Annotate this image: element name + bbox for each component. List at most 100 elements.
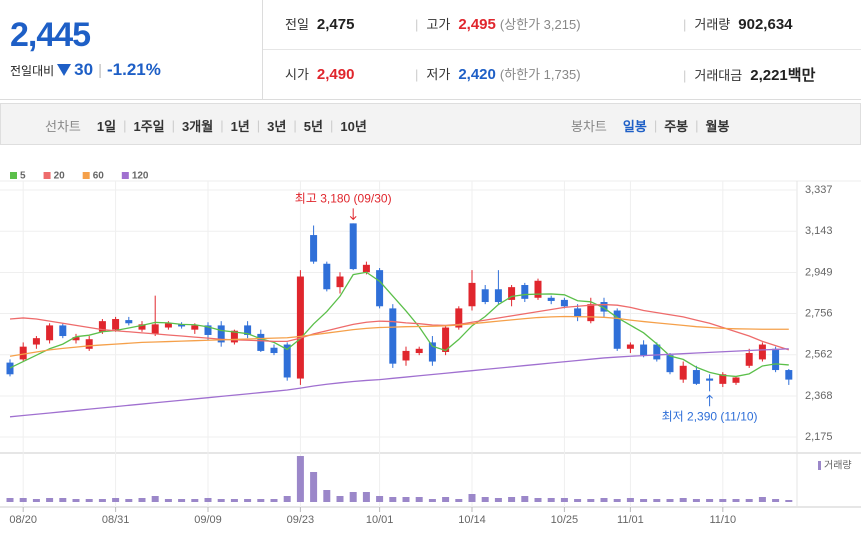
separator: | [256, 118, 261, 133]
volume-bar [679, 498, 687, 502]
candle-body [455, 308, 463, 328]
volume-bar [336, 496, 344, 502]
legend-swatch [43, 172, 51, 179]
change-label: 전일대비 [10, 63, 55, 78]
high-arrow [349, 208, 357, 221]
moving-average [9, 348, 789, 418]
separator: | [683, 17, 687, 32]
candle-body [745, 353, 753, 366]
tab[interactable]: 월봉 [705, 119, 730, 134]
stat: 전일 2,475 [285, 14, 354, 33]
volume-bar [692, 499, 700, 502]
tab[interactable]: 1년 [230, 119, 250, 134]
candle-body [191, 325, 199, 330]
stats-row: 시가 2,490 | 저가 2,420 (하한가 1,735) | 거래대금 2,221백만 [263, 50, 861, 99]
volume-bar [745, 499, 753, 502]
tab[interactable]: 일봉 [622, 119, 647, 134]
volume-bar [521, 496, 529, 502]
volume-bar [296, 456, 304, 502]
stat-label: 시가 [285, 67, 309, 82]
candle-body [389, 308, 397, 364]
volume-bar [138, 498, 146, 502]
volume-bar [217, 499, 225, 502]
tab[interactable]: 3개월 [182, 119, 214, 134]
legend-label: 120 [132, 171, 149, 182]
legend-label: 20 [54, 171, 66, 182]
volume-bar [191, 499, 199, 502]
volume-bar [178, 499, 186, 502]
candle-body [534, 280, 542, 298]
volume-bar [415, 497, 423, 502]
y-tick-label: 2,562 [805, 349, 833, 361]
candle-body [376, 270, 384, 307]
tab-group-label: 봉차트 [571, 119, 607, 134]
change-pct: -1.21% [107, 60, 161, 79]
volume-bar [534, 498, 542, 502]
candle-body [640, 344, 648, 356]
candle-body [59, 325, 67, 337]
candle-body [178, 324, 186, 327]
volume-bar [574, 499, 582, 502]
candle-body [468, 282, 476, 307]
volume-bar [376, 496, 384, 502]
x-tick-label: 10/25 [551, 514, 579, 526]
volume-bar [72, 499, 80, 502]
volume-bar [362, 492, 370, 502]
volume-bar [85, 499, 93, 502]
separator: | [683, 68, 687, 83]
volume-bar [389, 497, 397, 502]
tab-group-label: 선차트 [45, 119, 81, 134]
legend-label: 5 [20, 171, 26, 182]
tab[interactable]: 3년 [267, 119, 287, 134]
tab[interactable]: 1일 [96, 119, 117, 134]
stat: | 거래량 902,634 [683, 14, 793, 33]
separator: | [415, 67, 419, 82]
volume-bar [758, 497, 766, 502]
tab[interactable]: 1주일 [133, 119, 165, 134]
candle-body [362, 264, 370, 273]
low-annotation: 최저 2,390 (11/10) [662, 409, 758, 423]
candle-body [758, 344, 766, 360]
stat: 시가 2,490 [285, 64, 354, 83]
candle-body [481, 289, 489, 303]
legend-label: 60 [93, 171, 105, 182]
candle-body [587, 304, 595, 322]
candle-body [6, 362, 14, 375]
volume-bar [428, 499, 436, 502]
volume-bar [32, 499, 40, 502]
tab[interactable]: 5년 [303, 119, 323, 134]
separator: | [123, 118, 127, 133]
stat-label: 전일 [285, 17, 309, 32]
volume-bar [46, 498, 54, 502]
volume-bar [112, 498, 120, 502]
volume-bar [455, 499, 463, 502]
volume-bar [666, 499, 674, 502]
volume-bar [481, 497, 489, 502]
volume-bar [19, 498, 27, 502]
legend-swatch [10, 172, 17, 179]
volume-bar [6, 498, 14, 502]
candle-body [772, 348, 780, 371]
separator: | [415, 17, 419, 32]
legend-swatch [82, 172, 90, 179]
y-tick-label: 2,175 [805, 431, 833, 443]
candle-body [19, 346, 27, 360]
volume-bar [772, 499, 780, 502]
stat-label: 거래대금 [694, 68, 743, 83]
candle-body [98, 321, 106, 332]
high-annotation: 최고 3,180 (09/30) [295, 192, 392, 206]
volume-bar [732, 499, 740, 502]
candle-body [732, 377, 740, 383]
candle-body [785, 370, 793, 380]
volume-bar [151, 496, 159, 502]
moving-average [9, 303, 789, 351]
tab[interactable]: 주봉 [664, 119, 689, 134]
separator: | [695, 118, 699, 133]
tab[interactable]: 10년 [340, 119, 367, 134]
stat: | 고가 2,495 (상한가 3,215) [415, 14, 581, 33]
volume-bar [257, 499, 265, 502]
separator: | [293, 118, 297, 133]
candle-body [244, 325, 252, 335]
legend-swatch [818, 461, 821, 470]
volume-bar [349, 492, 357, 502]
